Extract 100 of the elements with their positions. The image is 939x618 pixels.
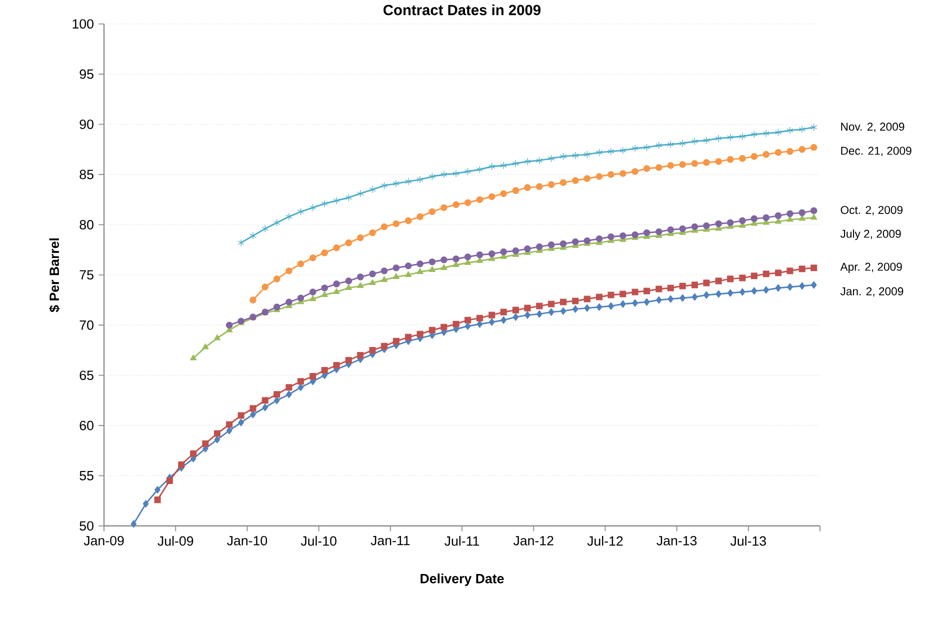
point [286,268,292,274]
point [476,320,483,328]
point [416,260,424,268]
point [703,280,710,286]
point [739,274,746,282]
point [798,126,806,134]
point [380,268,388,274]
point [596,148,603,156]
point [166,478,173,484]
y-tick-label: 60 [80,420,94,430]
point [727,289,734,297]
point [262,397,268,404]
x-tick-label: Jul-11 [444,536,480,546]
point [464,316,472,324]
point [584,237,591,244]
point [560,298,567,306]
point [345,278,352,284]
point [750,130,758,138]
point [810,264,818,272]
point [667,140,674,148]
point [786,210,794,218]
point [274,396,280,404]
point [726,156,734,163]
point [190,354,197,360]
point [333,244,340,252]
point [643,165,650,172]
point [704,291,710,299]
point [392,264,400,272]
point [512,313,519,321]
point [440,204,448,212]
x-tick-label: Jul-10 [300,536,336,546]
point [716,290,722,298]
point [787,283,793,291]
point [512,160,520,168]
point [560,307,566,315]
point [739,132,746,140]
point [655,228,662,236]
point [440,170,448,178]
point [500,190,507,198]
point [536,302,543,310]
point [226,426,232,434]
point [452,320,460,328]
point [679,161,686,168]
point [763,286,770,294]
point [309,254,316,262]
point [476,196,484,204]
point [238,239,244,247]
point [548,300,555,308]
point [380,182,388,190]
point [679,140,686,148]
point [810,207,818,214]
point [190,450,197,457]
point [321,249,328,256]
point [404,178,412,186]
point [608,148,614,156]
y-tick-label: 100 [72,19,94,29]
point [488,162,496,170]
point [596,294,602,300]
point [321,284,328,292]
point [464,259,472,265]
point [786,126,794,134]
point [715,158,722,165]
point [214,334,221,340]
point [369,346,376,354]
point [392,273,400,280]
point [310,204,316,212]
point [476,257,484,263]
point [500,316,507,324]
x-tick-label: Jan-11 [370,536,410,546]
point [500,248,507,256]
point [620,146,626,154]
point [404,271,412,278]
point [584,304,590,312]
y-tick-label: 90 [80,120,94,130]
point [416,268,424,274]
point [656,296,662,304]
point [226,322,233,329]
point [428,208,436,216]
point [810,281,817,289]
y-tick-label: 95 [80,69,94,79]
point [775,284,782,292]
point [620,290,626,298]
point [632,144,638,152]
point [524,158,531,166]
point [274,391,280,398]
y-tick-label: 55 [80,471,94,480]
point [572,305,578,313]
point [596,235,603,242]
point [333,288,340,294]
point [762,214,770,222]
point [548,181,555,188]
point [405,334,412,340]
point [452,201,460,208]
point [774,212,782,220]
point [416,176,424,184]
text: Dec. 21, 2009 [841,146,912,156]
text: July 2, 2009 [840,230,901,240]
point [750,272,758,280]
point [703,159,710,166]
point [560,152,567,160]
